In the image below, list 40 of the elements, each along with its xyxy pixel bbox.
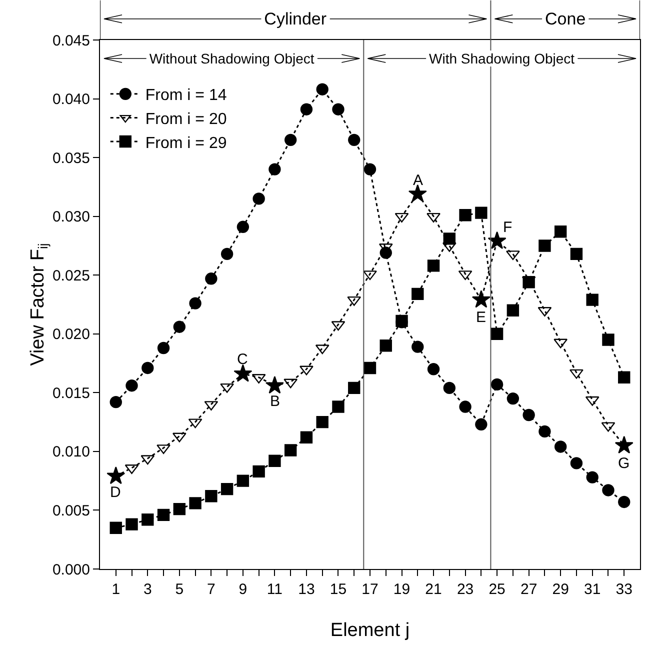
annotation: G: [618, 455, 630, 472]
annotation: E: [476, 309, 486, 326]
x-tick-label: 31: [584, 581, 601, 598]
x-tick-label: 1: [112, 581, 120, 598]
annotation: D: [110, 484, 121, 501]
x-tick-label: 13: [298, 581, 315, 598]
annotation: F: [503, 219, 512, 236]
legend-label: From i = 14: [145, 87, 227, 104]
y-tick-label: 0.040: [52, 91, 90, 108]
y-tick-label: 0.010: [52, 444, 90, 461]
y-tick-label: 0.045: [52, 32, 90, 50]
annotation: Without Shadowing Object: [149, 50, 314, 67]
y-tick-label: 0.035: [52, 150, 90, 167]
y-tick-label: 0.000: [52, 561, 90, 578]
x-tick-label: 7: [207, 581, 216, 598]
annotation: With Shadowing Object: [429, 50, 575, 67]
x-tick-label: 9: [238, 581, 248, 598]
x-tick-label: 33: [616, 581, 632, 598]
x-tick-label: 19: [393, 581, 410, 598]
x-tick-label: 11: [266, 581, 282, 598]
annotation: C: [237, 351, 248, 368]
x-tick-label: 17: [362, 581, 378, 598]
annotation: A: [413, 172, 424, 189]
y-tick-label: 0.020: [52, 326, 90, 344]
y-tick-label: 0.025: [52, 267, 90, 284]
x-tick-label: 5: [175, 581, 184, 598]
x-tick-label: 23: [456, 581, 474, 598]
x-tick-label: 27: [520, 581, 538, 598]
legend-label: From i = 29: [145, 134, 227, 152]
y-tick-label: 0.015: [52, 384, 90, 402]
legend-label: From i = 20: [145, 110, 227, 128]
y-tick-label: 0.005: [52, 502, 90, 520]
x-tick-label: 25: [488, 581, 506, 598]
x-axis-title: Element j: [330, 620, 410, 641]
x-tick-label: 3: [143, 581, 152, 598]
y-tick-label: 0.030: [52, 208, 90, 226]
annotation: B: [270, 393, 280, 410]
x-tick-label: 21: [425, 581, 442, 598]
x-tick-label: 15: [330, 581, 347, 598]
x-tick-label: 29: [552, 581, 569, 598]
